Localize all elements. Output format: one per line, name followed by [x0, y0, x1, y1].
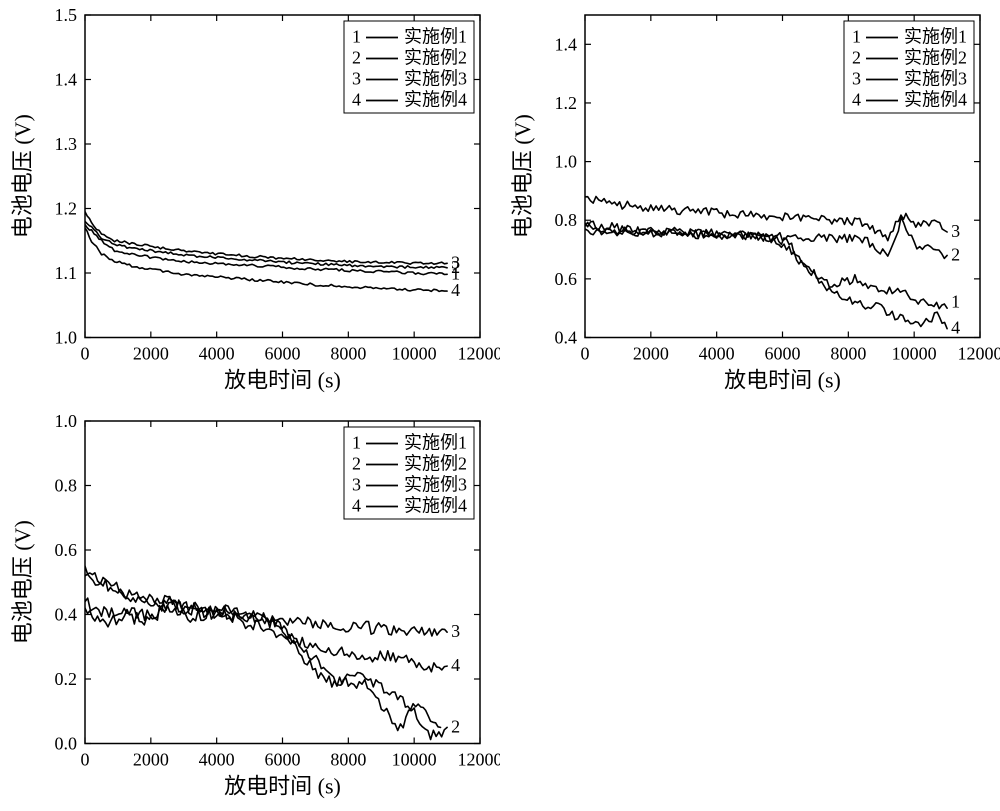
series-end-label: 4	[451, 655, 460, 675]
chart-svg: 0 2000 4000 6000 8000 10000 12000 0.4 0.6 0.8 1.0 1…	[500, 0, 1000, 406]
legend-label: 实施例4	[904, 90, 967, 110]
x-tick-label: 10000	[392, 749, 437, 769]
legend-num: 1	[352, 432, 361, 452]
x-tick-label: 0	[581, 344, 590, 364]
x-tick-label: 2000	[133, 749, 169, 769]
chart-panel-c: 0 2000 4000 6000 8000 10000 12000 0.0 0.2 0.4 0.6 0…	[0, 406, 500, 811]
x-tick-label: 4000	[199, 344, 235, 364]
x-tick-label: 4000	[699, 344, 735, 364]
y-tick-label: 1.1	[55, 263, 78, 283]
y-tick-label: 1.5	[55, 5, 78, 25]
series-end-label: 1	[951, 291, 960, 311]
x-tick-label: 8000	[330, 344, 366, 364]
legend-num: 2	[352, 48, 361, 68]
y-tick-label: 0.8	[55, 475, 78, 495]
y-tick-label: 1.2	[55, 199, 78, 219]
series-end-label: 4	[451, 280, 460, 300]
y-tick-label: 0.6	[555, 269, 578, 289]
y-tick-label: 0.4	[555, 328, 578, 348]
chart-grid: 0200040006000800010000120001.01.11.21.31…	[0, 0, 1000, 811]
legend-num: 3	[352, 69, 361, 89]
x-axis-label: 放电时间 (s)	[224, 773, 341, 798]
legend-num: 2	[352, 453, 361, 473]
x-axis-label: 放电时间 (s)	[224, 368, 341, 393]
legend-label: 实施例2	[404, 453, 467, 473]
series-end-label: 3	[451, 252, 460, 272]
y-tick-label: 1.0	[555, 152, 578, 172]
y-tick-label: 0.2	[55, 669, 78, 689]
legend-num: 4	[352, 90, 361, 110]
x-tick-label: 6000	[265, 749, 301, 769]
y-tick-label: 1.4	[555, 34, 578, 54]
y-tick-label: 1.4	[55, 70, 78, 90]
y-axis-label: 电池电压 (V)	[10, 520, 35, 644]
x-tick-label: 6000	[265, 344, 301, 364]
series-end-label: 3	[451, 621, 460, 641]
y-tick-label: 1.0	[55, 411, 78, 431]
series-line-3	[85, 574, 447, 636]
legend-label: 实施例3	[404, 69, 467, 89]
x-tick-label: 8000	[830, 344, 866, 364]
x-axis-label: 放电时间 (s)	[724, 368, 841, 393]
x-tick-label: 6000	[765, 344, 801, 364]
legend-label: 实施例2	[404, 48, 467, 68]
x-tick-label: 12000	[458, 749, 501, 769]
x-tick-label: 0	[81, 344, 90, 364]
x-tick-label: 2000	[633, 344, 669, 364]
y-tick-label: 0.8	[555, 210, 578, 230]
legend-label: 实施例2	[904, 48, 967, 68]
legend-label: 实施例4	[404, 90, 467, 110]
y-axis-label: 电池电压 (V)	[510, 114, 535, 238]
series-end-label: 3	[951, 221, 960, 241]
y-tick-label: 1.2	[555, 93, 578, 113]
legend-label: 实施例1	[404, 432, 467, 452]
legend-num: 1	[852, 27, 861, 47]
series-line-4	[85, 605, 447, 672]
legend-label: 实施例1	[904, 27, 967, 47]
chart-svg: 0 2000 4000 6000 8000 10000 12000 1.0 1.1 1.2 1.3 1…	[0, 0, 500, 406]
legend-label: 实施例3	[404, 474, 467, 494]
legend-num: 2	[852, 48, 861, 68]
chart-panel-b: 0 2000 4000 6000 8000 10000 12000 0.4 0.6 0.8 1.0 1…	[500, 0, 1000, 406]
y-tick-label: 1.3	[55, 134, 78, 154]
y-tick-label: 0.6	[55, 540, 78, 560]
legend-label: 实施例3	[904, 69, 967, 89]
chart-panel-empty	[500, 406, 1000, 811]
legend-num: 3	[352, 474, 361, 494]
x-tick-label: 10000	[392, 344, 437, 364]
y-tick-label: 0.4	[55, 604, 78, 624]
legend-label: 实施例1	[404, 27, 467, 47]
series-line-2	[585, 217, 947, 258]
series-line-4	[585, 221, 947, 328]
y-tick-label: 1.0	[55, 328, 78, 348]
series-end-label: 2	[951, 244, 960, 264]
x-tick-label: 12000	[458, 344, 501, 364]
x-tick-label: 2000	[133, 344, 169, 364]
chart-panel-a: 0 2000 4000 6000 8000 10000 12000 1.0 1.1 1.2 1.3 1…	[0, 0, 500, 406]
legend-num: 4	[852, 90, 861, 110]
series-line-4	[85, 228, 447, 292]
y-tick-label: 0.0	[55, 733, 78, 753]
x-tick-label: 8000	[330, 749, 366, 769]
series-end-label: 2	[451, 716, 460, 736]
x-tick-label: 12000	[958, 344, 1000, 364]
legend-num: 3	[852, 69, 861, 89]
x-tick-label: 0	[81, 749, 90, 769]
chart-svg: 0 2000 4000 6000 8000 10000 12000 0.0 0.2 0.4 0.6 0…	[0, 406, 500, 811]
x-tick-label: 10000	[892, 344, 937, 364]
x-tick-label: 4000	[199, 749, 235, 769]
legend-num: 1	[352, 27, 361, 47]
legend-label: 实施例4	[404, 495, 467, 515]
series-end-label: 4	[951, 318, 960, 338]
legend-num: 4	[352, 495, 361, 515]
y-axis-label: 电池电压 (V)	[10, 114, 35, 238]
